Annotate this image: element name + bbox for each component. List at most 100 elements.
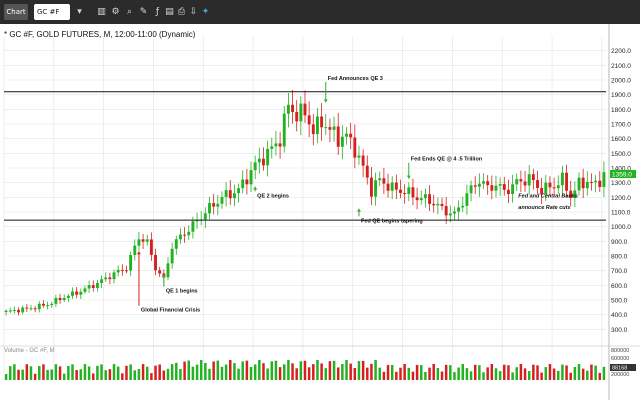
candle	[125, 265, 128, 274]
candle	[506, 179, 510, 204]
candle-body	[33, 308, 37, 310]
y-tick-label: 1100.0	[611, 210, 631, 217]
volume-bar	[96, 365, 99, 380]
candle	[25, 304, 29, 312]
y-tick-label: 400.0	[611, 312, 628, 319]
candle-body	[590, 181, 593, 183]
candle	[465, 184, 469, 215]
volume-bar	[569, 372, 572, 380]
candle-body	[62, 297, 66, 301]
candle-body	[552, 187, 556, 189]
chart-button[interactable]: Chart	[4, 4, 28, 20]
twitter-icon[interactable]: ✦	[201, 7, 210, 17]
candle	[523, 170, 527, 192]
candle-body	[141, 239, 145, 242]
candle	[440, 197, 444, 211]
indicator-icon[interactable]: ƒ	[155, 7, 160, 17]
candle	[423, 188, 427, 208]
candle-body	[565, 172, 569, 191]
candle	[183, 227, 187, 243]
volume-bar	[411, 371, 415, 380]
candle	[403, 184, 407, 204]
volume-bar	[378, 367, 381, 380]
candle-body	[187, 231, 191, 236]
candle-body	[386, 183, 390, 191]
settings-icon[interactable]: ⚙	[111, 7, 120, 17]
y-tick-label: 700.0	[611, 268, 628, 275]
volume-bar	[511, 372, 514, 380]
save-icon[interactable]: ⇩	[189, 7, 198, 17]
candle	[50, 301, 54, 308]
volume-bar	[486, 367, 489, 380]
candle-body	[170, 248, 174, 264]
annotation: Fed Announces QE 3	[323, 76, 383, 103]
annotation-arrowhead	[253, 186, 258, 190]
candle	[378, 171, 382, 187]
volume-bar	[121, 373, 124, 380]
volume-bar	[361, 360, 365, 380]
candle-body	[237, 188, 241, 194]
y-tick-label: 1300.0	[611, 180, 631, 187]
candle-body	[345, 133, 348, 137]
annotations: Global Financial Crisis QE 1 begins QE 2 b…	[136, 76, 578, 314]
volume-bar	[527, 371, 531, 380]
template-icon[interactable]: ▤	[165, 7, 174, 17]
volume-bar	[473, 364, 477, 380]
candle	[257, 147, 261, 174]
candle-body	[415, 197, 419, 201]
volume-bar	[561, 364, 564, 380]
candle	[208, 196, 211, 220]
candle	[249, 161, 253, 193]
volume-bar	[262, 363, 265, 380]
candle	[411, 178, 415, 206]
y-tick-label: 1200.0	[611, 195, 631, 202]
toolbar: Chart GC #F ▾ ▥ ⚙ ⌕ ✎ ƒ ▤ ⎙ ⇩ ✦	[0, 0, 640, 24]
volume-bar	[33, 373, 37, 380]
bars-icon[interactable]: ▥	[97, 7, 106, 17]
candle-body	[100, 279, 104, 283]
zoom-icon[interactable]: ⌕	[126, 7, 133, 17]
candle	[17, 307, 20, 316]
volume-bar	[498, 371, 502, 380]
candle	[203, 207, 207, 228]
volume-bar	[154, 365, 157, 380]
annotation-label: Fed and Central Banks	[518, 193, 578, 199]
candle-body	[411, 187, 415, 198]
candle-body	[212, 203, 216, 207]
volume-bar	[17, 369, 20, 380]
candle	[490, 175, 494, 200]
volume-bar	[598, 372, 602, 380]
candle-body	[104, 277, 108, 280]
volume-bar	[307, 367, 311, 380]
candle-body	[25, 307, 29, 309]
symbol-input[interactable]: GC #F	[34, 4, 70, 20]
candle	[100, 275, 104, 288]
candle	[328, 118, 332, 143]
candle-body	[8, 310, 12, 312]
candle	[436, 197, 440, 215]
candle	[594, 175, 598, 193]
candle	[415, 187, 419, 210]
volume-bar	[87, 366, 91, 380]
dropdown-icon[interactable]: ▾	[77, 7, 82, 17]
candle	[502, 176, 506, 196]
print-icon[interactable]: ⎙	[177, 7, 186, 17]
candle	[241, 170, 245, 194]
volume-bar	[299, 361, 303, 380]
volume-bar	[108, 369, 112, 380]
candle-body	[125, 270, 128, 272]
candle-body	[353, 137, 357, 158]
candle-body	[112, 272, 116, 280]
volume-bar	[220, 366, 224, 380]
candle-body	[183, 234, 187, 236]
candle-body	[71, 291, 74, 296]
candle-body	[336, 126, 340, 147]
candle-body	[50, 303, 54, 306]
draw-icon[interactable]: ✎	[139, 7, 148, 17]
volume-bar	[519, 364, 523, 380]
volume-bar	[129, 364, 132, 380]
candle-body	[594, 180, 598, 183]
candle-body	[506, 189, 510, 195]
candle-body	[66, 295, 70, 298]
volume-bar	[141, 364, 145, 380]
